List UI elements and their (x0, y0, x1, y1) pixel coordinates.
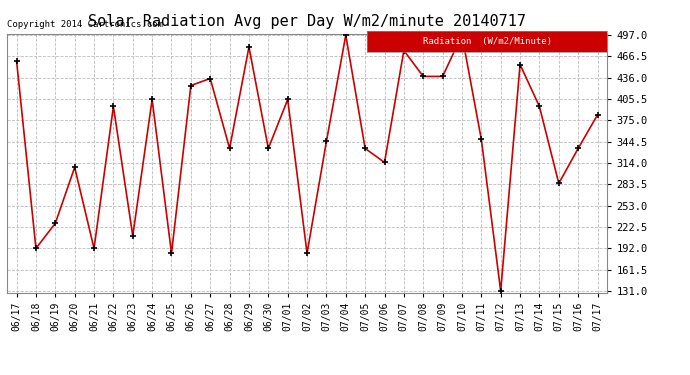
Text: Copyright 2014 Cartronics.com: Copyright 2014 Cartronics.com (7, 20, 163, 28)
Title: Solar Radiation Avg per Day W/m2/minute 20140717: Solar Radiation Avg per Day W/m2/minute … (88, 13, 526, 28)
